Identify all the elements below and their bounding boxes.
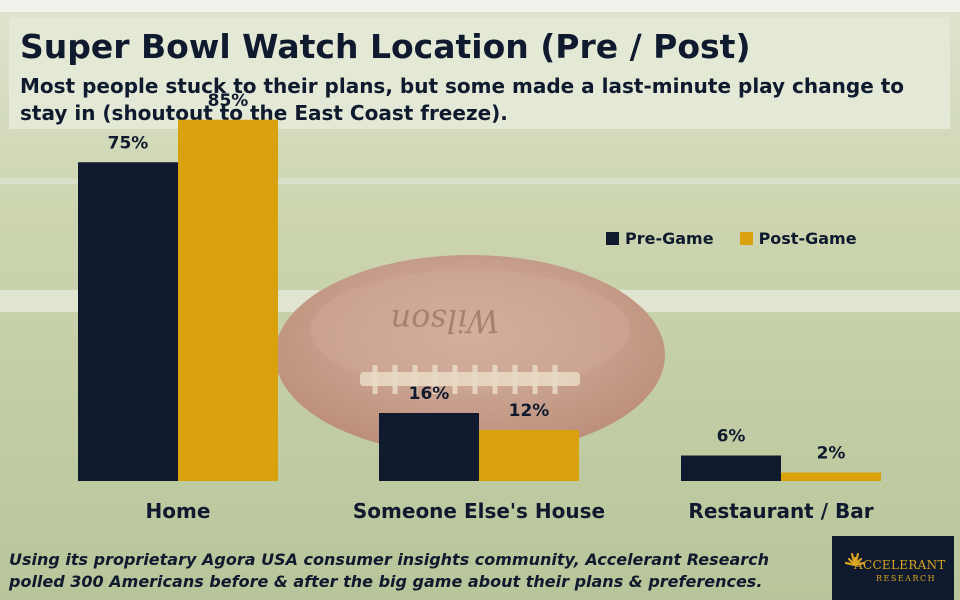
- data-label-post-game-1: 12%: [509, 401, 550, 421]
- legend-item-pre-game: Pre-Game: [606, 229, 714, 248]
- svg-text:Wilson: Wilson: [390, 302, 499, 340]
- bar-pre-game-1: [379, 413, 479, 481]
- bar-post-game-0: [178, 119, 278, 481]
- data-label-post-game-2: 2%: [817, 444, 846, 464]
- legend: Pre-Game Post-Game: [606, 229, 857, 248]
- chart-subtitle: Most people stuck to their plans, but so…: [20, 74, 905, 125]
- legend-swatch-post-game: [739, 232, 753, 245]
- legend-label-pre-game: Pre-Game: [625, 229, 714, 248]
- bar-post-game-1: [479, 430, 579, 481]
- data-label-pre-game-0: 75%: [108, 133, 149, 153]
- chart-title: Super Bowl Watch Location (Pre / Post): [20, 27, 751, 66]
- data-label-pre-game-2: 6%: [717, 427, 746, 447]
- logo-wordmark: ACCELERANT: [854, 558, 946, 572]
- footnote: Using its proprietary Agora USA consumer…: [9, 550, 770, 591]
- category-label-2: Restaurant / Bar: [688, 499, 873, 523]
- data-label-post-game-0: 85%: [208, 91, 249, 111]
- accelerant-logo: ACCELERANT RESEARCH: [832, 536, 954, 600]
- data-label-pre-game-1: 16%: [409, 384, 450, 404]
- category-label-1: Someone Else's House: [353, 499, 605, 523]
- bar-post-game-2: [781, 472, 881, 481]
- category-label-0: Home: [146, 499, 211, 523]
- legend-item-post-game: Post-Game: [739, 229, 857, 248]
- bar-pre-game-2: [681, 455, 781, 481]
- title-box: Super Bowl Watch Location (Pre / Post) M…: [9, 17, 950, 129]
- legend-swatch-pre-game: [606, 232, 619, 245]
- legend-label-post-game: Post-Game: [758, 229, 857, 248]
- logo-burst-icon: [844, 552, 866, 567]
- bar-pre-game-0: [78, 162, 178, 481]
- logo-subtitle: RESEARCH: [876, 574, 937, 583]
